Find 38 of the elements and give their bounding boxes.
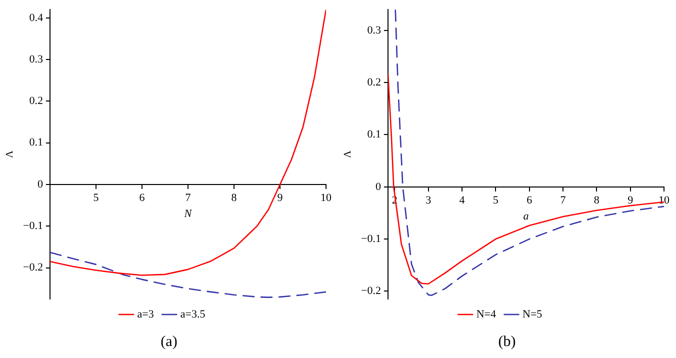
x-tick-label: 10 xyxy=(320,192,332,204)
y-axis-title: Λ xyxy=(4,150,16,158)
x-tick-label: 7 xyxy=(185,192,192,204)
legend-label: N=5 xyxy=(522,308,543,320)
x-tick-label: 7 xyxy=(560,194,566,206)
x-tick-label: 6 xyxy=(139,192,146,204)
x-tick-label: 4 xyxy=(459,194,466,206)
y-tick-label: 0.3 xyxy=(29,53,44,66)
y-tick-label: 0.1 xyxy=(367,128,381,141)
x-tick-label: 9 xyxy=(277,192,284,204)
line-series xyxy=(50,252,326,298)
y-tick-label: −0.2 xyxy=(360,285,381,298)
x-tick-label: 5 xyxy=(93,192,100,204)
y-tick-label: 0 xyxy=(375,180,382,193)
y-tick-label: 0.3 xyxy=(367,24,382,36)
text: (a) xyxy=(160,334,178,351)
y-tick-label: 0.4 xyxy=(29,12,44,24)
legend-label: a=3.5 xyxy=(180,308,206,320)
x-tick-label: 8 xyxy=(231,192,238,204)
y-tick-label: −0.1 xyxy=(22,220,43,232)
x-tick-label: 5 xyxy=(492,194,499,206)
y-tick-label: 0.2 xyxy=(367,76,381,88)
x-axis-title: N xyxy=(183,208,192,220)
y-tick-label: 0.1 xyxy=(29,136,43,149)
x-tick-label: 8 xyxy=(594,194,600,206)
y-axis-title: Λ xyxy=(342,150,354,158)
legend-label: a=3 xyxy=(137,308,154,320)
x-tick-label: 9 xyxy=(628,194,634,206)
x-tick-label: 3 xyxy=(426,194,432,206)
text: (b) xyxy=(497,334,517,351)
x-tick-label: 10 xyxy=(658,194,670,206)
y-tick-label: 0.2 xyxy=(29,95,43,108)
y-tick-label: −0.2 xyxy=(22,262,43,274)
x-axis-title: a xyxy=(523,210,530,223)
y-tick-label: 0 xyxy=(37,178,44,190)
legend-label: N=4 xyxy=(476,308,496,320)
y-tick-label: −0.1 xyxy=(360,232,381,245)
x-tick-label: 6 xyxy=(526,194,533,206)
